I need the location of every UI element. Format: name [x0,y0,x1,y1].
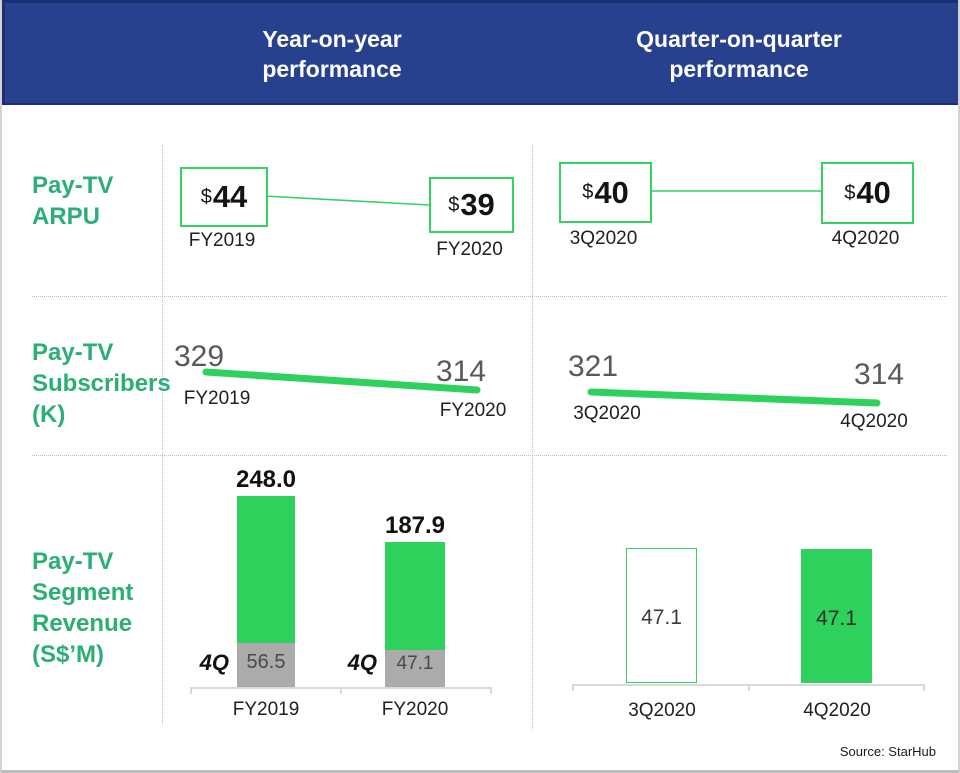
arpu-qoq-box-4q2020: $ 40 [821,162,914,224]
revenue-yoy-bar-fy2020-green [385,542,445,650]
revenue-yoy-4q-tag-fy2019: 4Q [199,650,229,675]
divider-row1-row2 [32,296,947,297]
column-title-qoq-line2: performance [669,56,809,82]
arpu-value: 40 [856,175,891,210]
revenue-yoy-4q-value-fy2020: 47.1 [396,653,434,674]
currency-symbol: $ [844,181,856,204]
axis-tick [923,684,925,691]
revenue-qoq-bar-4q2020-solid [801,549,872,683]
revenue-yoy-cat-fy2020: FY2020 [381,699,449,720]
revenue-yoy-total-fy2020: 187.9 [384,512,446,539]
subs-yoy-value-fy2019: 329 [173,340,225,373]
revenue-qoq-value-3q2020: 47.1 [641,606,682,629]
subs-yoy-cat-fy2019: FY2019 [183,388,251,409]
arpu-yoy-cat-fy2020: FY2020 [436,239,503,260]
revenue-yoy-bar-fy2020-4q-gray [385,650,445,687]
subs-qoq-cat-4q2020: 4Q2020 [840,411,908,432]
divider-label-column [162,145,163,725]
header-band: Year-on-year performance Quarter-on-quar… [2,0,958,105]
axis-tick [572,684,574,691]
column-title-yoy: Year-on-year performance [172,24,492,84]
row-label-pay-tv-subscribers: Pay-TV Subscribers (K) [32,337,171,430]
revenue-yoy-bar-fy2019-green [237,496,295,643]
row-label-pay-tv-arpu: Pay-TV ARPU [32,170,113,232]
revenue-yoy-4q-tag-fy2020: 4Q [347,650,377,675]
subs-qoq-trend-line [587,388,881,407]
currency-symbol: $ [582,181,594,203]
currency-symbol: $ [200,185,212,208]
row-label-subs-line1: Pay-TV [32,339,114,366]
arpu-qoq-box-3q2020: $ 40 [559,162,652,223]
revenue-yoy-cat-fy2019: FY2019 [232,699,300,720]
arpu-yoy-box-fy2019: $ 44 [180,167,268,227]
column-title-yoy-line2: performance [262,56,402,82]
row-label-arpu-line2: ARPU [32,203,101,230]
row-label-arpu-line1: Pay-TV [32,172,114,199]
currency-symbol: $ [448,193,460,216]
revenue-qoq-bar-3q2020-outline [626,548,697,683]
row-label-pay-tv-segment-revenue: Pay-TV Segment Revenue (S$’M) [32,546,133,670]
subs-yoy-cat-fy2020: FY2020 [439,400,507,421]
axis-tick [748,684,750,691]
revenue-qoq-value-4q2020: 47.1 [816,607,857,630]
subs-qoq-value-4q2020: 314 [853,358,905,391]
arpu-value: 40 [594,174,629,210]
revenue-qoq-cat-4q2020: 4Q2020 [803,700,871,721]
column-title-yoy-line1: Year-on-year [262,26,402,52]
row-label-subs-line3: (K) [32,401,66,428]
subs-yoy-value-fy2020: 314 [435,355,487,388]
arpu-yoy-connector-line [263,195,430,206]
row-label-rev-line1: Pay-TV [32,548,114,575]
arpu-qoq-cat-4q2020: 4Q2020 [831,228,900,249]
revenue-yoy-bar-fy2019-4q-gray [237,643,295,687]
divider-yoy-qoq [532,145,533,730]
axis-tick [190,687,192,694]
column-title-qoq: Quarter-on-quarter performance [579,24,899,84]
revenue-yoy-total-fy2019: 248.0 [235,466,297,493]
arpu-yoy-box-fy2020: $ 39 [429,177,514,233]
subs-qoq-cat-3q2020: 3Q2020 [573,403,641,424]
row-label-rev-line3: Revenue [32,610,133,637]
row-label-subs-line2: Subscribers [32,370,171,397]
arpu-yoy-cat-fy2019: FY2019 [188,230,256,251]
source-attribution: Source: StarHub [839,744,936,759]
axis-tick [490,687,492,694]
axis-tick [340,687,342,694]
row-label-rev-line2: Segment [32,579,134,606]
arpu-qoq-cat-3q2020: 3Q2020 [569,228,638,249]
subs-qoq-value-3q2020: 321 [567,350,619,383]
divider-row2-row3 [32,455,947,456]
arpu-value: 44 [212,179,248,214]
arpu-value: 39 [460,187,495,222]
row-label-rev-line4: (S$’M) [32,641,104,668]
column-title-qoq-line1: Quarter-on-quarter [636,26,842,52]
revenue-yoy-4q-value-fy2019: 56.5 [246,651,286,673]
revenue-qoq-cat-3q2020: 3Q2020 [628,700,696,721]
